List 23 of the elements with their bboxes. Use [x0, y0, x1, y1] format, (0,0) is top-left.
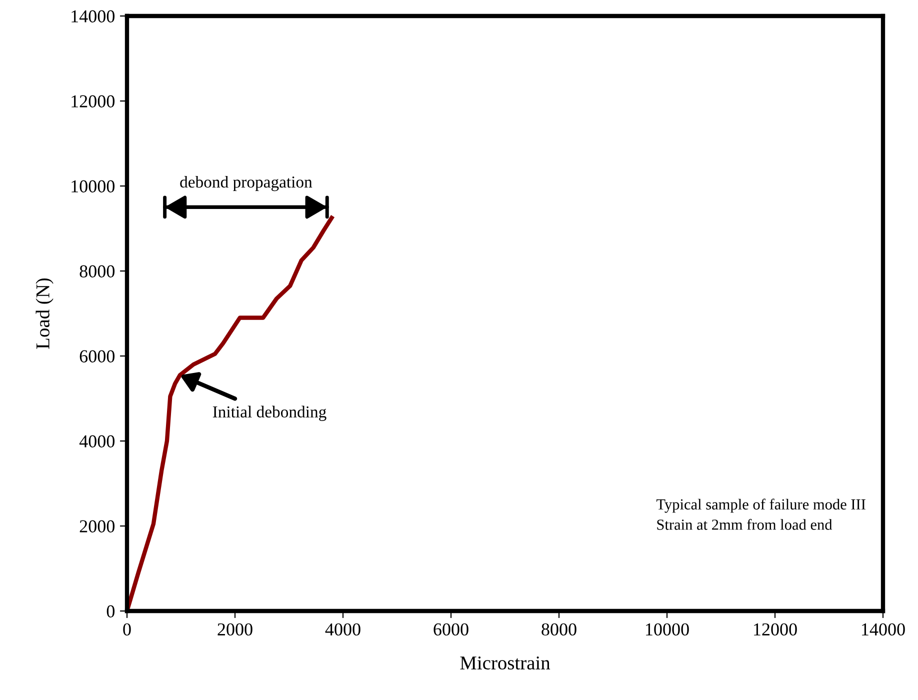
x-tick-label: 0 [123, 623, 131, 636]
x-tick-label: 14000 [862, 623, 905, 636]
x-tick-label: 6000 [434, 623, 468, 636]
y-tick-label: 0 [106, 605, 115, 618]
y-tick-label: 6000 [80, 350, 115, 362]
x-tick-label: 12000 [754, 623, 797, 636]
x-tick-label: 4000 [325, 623, 360, 636]
annotation: Typical sample of failure mode III [656, 498, 866, 513]
y-tick-label: 10000 [72, 180, 115, 192]
y-tick-label: 12000 [72, 95, 115, 108]
x-tick-label: 8000 [542, 623, 576, 636]
annotation: debond propagation [180, 176, 312, 192]
annotation: Strain at 2mm from load end [657, 518, 832, 530]
y-tick-label: 14000 [72, 10, 115, 22]
x-tick-label: 2000 [218, 623, 252, 636]
line-series [127, 216, 334, 611]
y-tick-label: 8000 [80, 265, 115, 278]
x-tick-label: 10000 [646, 623, 689, 636]
y-tick-label: 2000 [80, 520, 115, 532]
y-axis-title: Load (N) [36, 278, 54, 349]
x-axis-title: Microstrain [460, 656, 550, 670]
annotation: Initial debonding [212, 406, 326, 421]
y-tick-label: 4000 [79, 435, 115, 448]
